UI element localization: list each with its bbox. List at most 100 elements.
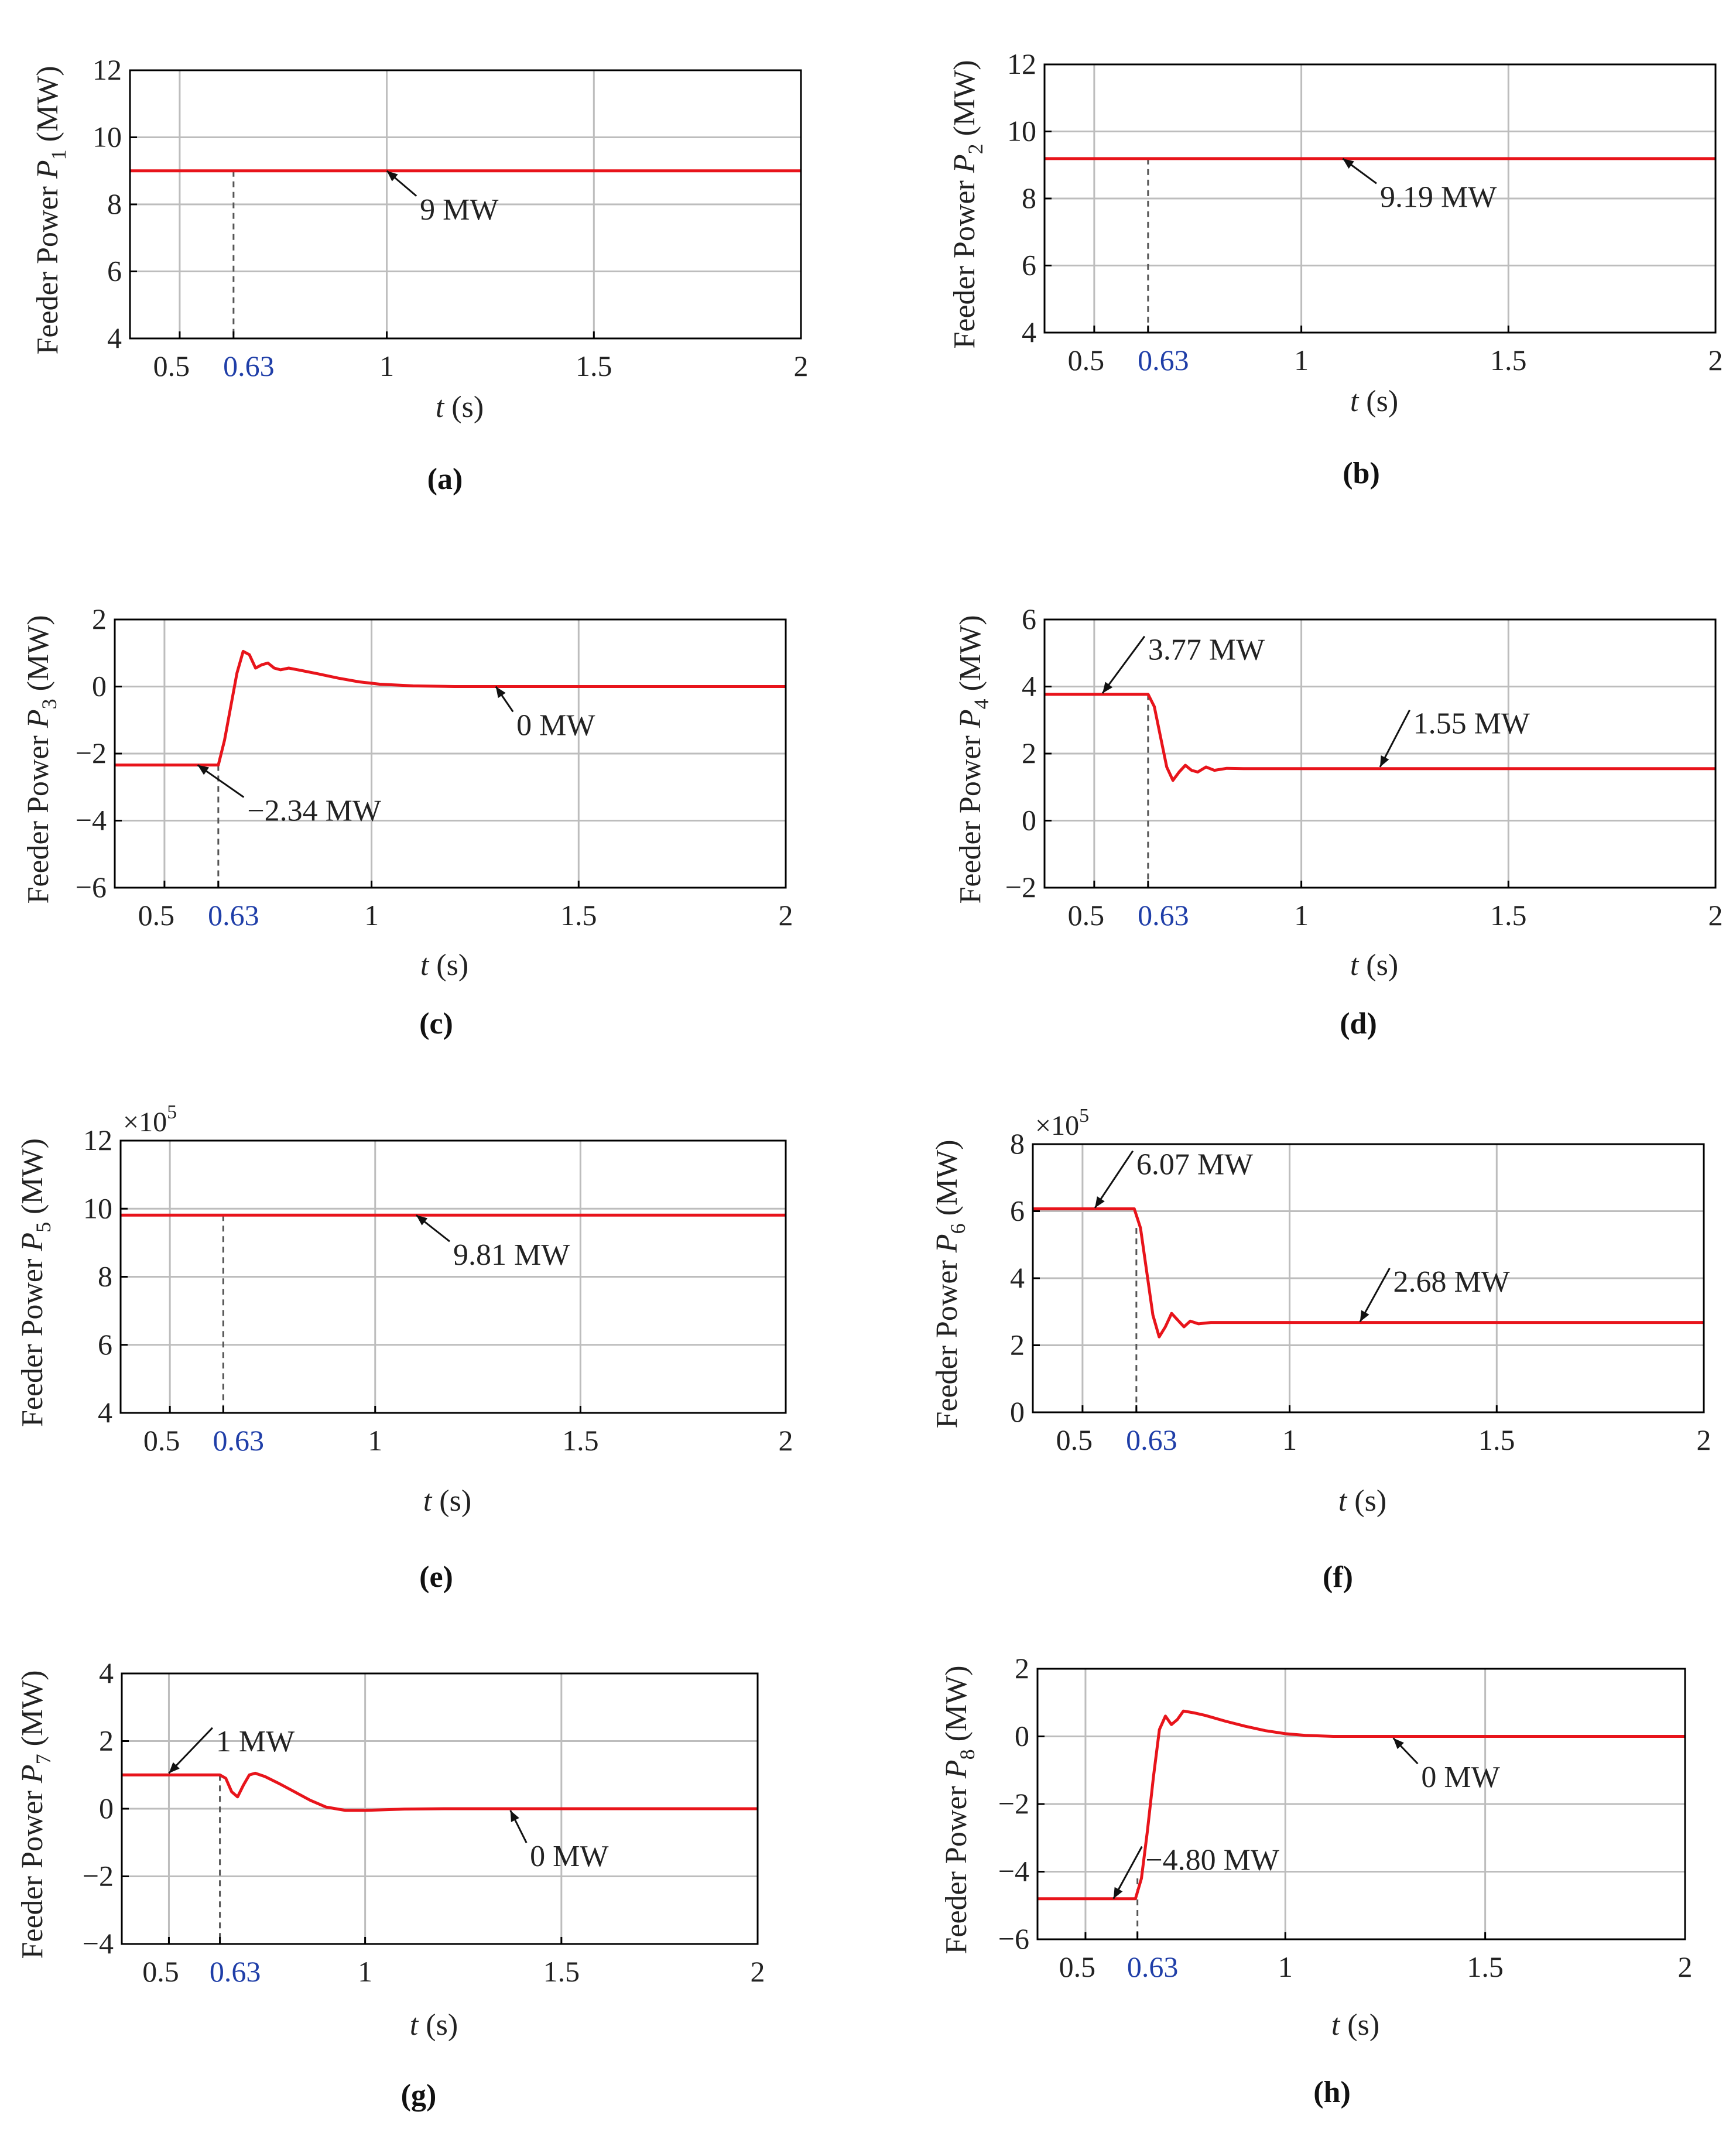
x-axis-unit: (s) [1340,2008,1379,2042]
x-axis-var: t [1338,1484,1348,1518]
annotation-arrow-head [416,1215,428,1226]
y-axis-label: Feeder Power P5 (MW) [16,1138,55,1427]
x-axis-var: t [1350,949,1360,982]
y-axis-unit: (MW) [16,1138,49,1222]
y-axis-prefix: Feeder Power [22,728,55,903]
x-tick-label: 2 [751,1955,765,1988]
y-axis-unit: (MW) [940,1665,973,1749]
y-axis-label: Feeder Power P7 (MW) [16,1670,55,1959]
y-tick-label: 2 [92,603,107,635]
x-axis-unit: (s) [1358,949,1398,982]
y-tick-label: 2 [1015,1652,1029,1685]
y-axis-subscript: 7 [32,1754,55,1764]
y-axis-subscript: 1 [47,149,70,160]
annotation-arrow-head [1343,158,1354,169]
y-axis-label: Feeder Power P4 (MW) [954,615,993,903]
x-tick-label: 2 [1697,1423,1711,1456]
chart-panel-c: −6 −4 −2 0 2 0.5 0.63 1 1.5 2 t (s) Feeder Power P3… [22,603,793,1040]
x-axis-label: t (s) [1350,949,1398,982]
panel-caption: (d) [1340,1007,1377,1040]
annotation-arrow-head [169,1762,180,1774]
y-tick-label: 4 [107,321,122,354]
annotation-arrow-line [1101,635,1146,694]
annotation-label: 2.68 MW [1393,1265,1509,1299]
y-axis-var: P [940,1760,973,1779]
annotation-arrow-head [495,686,506,699]
x-tick-label: 2 [1708,344,1723,376]
series-line-P7 [122,1771,758,1812]
y-axis-label: Feeder Power P2 (MW) [948,60,987,348]
y-axis-prefix: Feeder Power [31,179,64,354]
y-tick-label: 6 [98,1328,112,1361]
x-tick-label: 0.5 [1059,1950,1096,1983]
y-tick-label: 2 [99,1724,114,1757]
x-tick-label: 0.5 [138,899,175,932]
x-axis-var: t [420,949,430,982]
x-tick-label: 0.5 [1056,1423,1093,1456]
y-tick-label: −2 [76,737,107,769]
annotation-arrow-head [1393,1738,1404,1750]
y-tick-label: 8 [98,1260,112,1293]
x-tick-label: 1.5 [1478,1423,1515,1456]
annotation-label: 6.07 MW [1136,1148,1253,1182]
y-tick-label: 0 [99,1792,114,1825]
y-axis-prefix: Feeder Power [16,1783,49,1959]
y-axis-unit: (MW) [16,1670,49,1754]
y-tick-label: 2 [1022,737,1036,769]
annotation-label: 0 MW [516,709,595,742]
panel-caption: (f) [1323,1560,1353,1594]
y-axis-subscript: 4 [970,699,993,709]
y-axis-prefix: Feeder Power [948,173,981,348]
x-tick-label: 2 [779,899,793,932]
x-axis-label: t (s) [423,1484,471,1518]
x-axis-var: t [410,2008,419,2042]
annotation-label: 1 MW [216,1725,295,1758]
x-axis-label: t (s) [1350,385,1398,418]
annotation-label: 0 MW [530,1840,608,1873]
annotation-arrow-line [1094,1150,1134,1209]
annotation-arrow-head [386,170,398,182]
series-line-P8 [1038,1709,1685,1901]
y-axis-var: P [954,709,987,728]
y-axis-var: P [16,1764,49,1784]
panel-caption: (e) [419,1560,453,1594]
series-line-P3 [115,649,786,766]
y-axis-var: P [16,1233,49,1252]
panel-caption: (h) [1313,2076,1351,2109]
y-axis-label: Feeder Power P8 (MW) [940,1665,979,1954]
annotation-arrow-head [197,765,210,775]
y-axis-var: P [31,160,64,179]
y-tick-label: 12 [83,1124,112,1156]
y-tick-label: 0 [1010,1395,1025,1428]
annotation-label: 9.81 MW [453,1238,570,1272]
y-tick-label: 6 [1022,249,1036,282]
y-scale-label: ×105 [123,1101,177,1138]
y-axis-unit: (MW) [954,615,987,699]
chart-panel-b: 4 6 8 10 12 0.5 0.63 1 1.5 2 t (s) Feeder Power P2 … [948,47,1723,490]
y-tick-label: 6 [1022,603,1036,635]
y-tick-label: 2 [1010,1329,1025,1361]
x-axis-var: t [436,391,445,424]
y-axis-label: Feeder Power P1 (MW) [31,66,70,354]
annotation-label: 1.55 MW [1413,707,1530,741]
y-axis-var: P [948,154,981,173]
annotation-arrow-head [1102,682,1113,693]
series-line-P4 [1045,693,1716,782]
annotation-label: 9 MW [420,193,498,227]
x-tick-label: 1 [1294,344,1309,376]
y-tick-label: −2 [998,1787,1029,1820]
y-scale-exponent: 5 [1079,1105,1089,1127]
y-tick-label: 10 [93,121,122,153]
x-tick-label-highlight: 0.63 [210,1955,261,1988]
x-tick-label-highlight: 0.63 [1138,899,1189,932]
x-tick-label: 0.5 [1068,899,1105,932]
y-tick-label: 4 [1022,316,1036,348]
x-axis-unit: (s) [418,2008,458,2042]
y-tick-label: 6 [1010,1194,1025,1227]
y-tick-label: 10 [1007,115,1036,148]
x-axis-var: t [1331,2008,1341,2042]
x-tick-label: 0.5 [1068,344,1105,376]
y-axis-subscript: 5 [32,1222,55,1233]
annotation-label: 0 MW [1421,1761,1499,1794]
